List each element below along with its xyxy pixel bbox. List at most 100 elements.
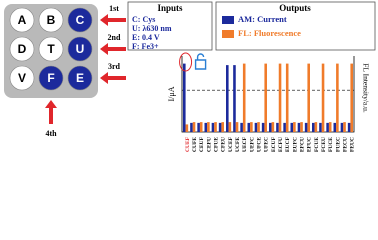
step-label: 2nd bbox=[108, 33, 121, 42]
step-arrow bbox=[100, 72, 126, 84]
x-tick-label: EUCF bbox=[285, 136, 291, 152]
bar bbox=[254, 122, 258, 132]
bar bbox=[183, 63, 186, 132]
x-tick-label: UCEF bbox=[228, 136, 234, 152]
x-tick-label: UEFC bbox=[249, 137, 255, 152]
bar bbox=[312, 122, 315, 132]
x-tick-label: CFEU bbox=[221, 137, 227, 152]
y-label: I/μA bbox=[167, 86, 176, 101]
bar bbox=[347, 122, 351, 132]
x-tick-label: CEUF bbox=[199, 136, 205, 152]
lock-icon bbox=[194, 53, 207, 70]
bar bbox=[340, 122, 344, 132]
bar bbox=[278, 63, 282, 132]
bar bbox=[307, 63, 310, 132]
inputs-title: Inputs bbox=[157, 3, 183, 13]
legend-label: AM: Current bbox=[238, 14, 287, 24]
legend-label: FL: Fluorescence bbox=[238, 28, 301, 38]
cell-label: B bbox=[47, 13, 56, 27]
bar bbox=[190, 122, 193, 132]
figure: Inputs Outputs A B C D T U V F E 1st 2nd 3rd 4th C: C… bbox=[4, 1, 376, 152]
input-item: E: 0.4 V bbox=[132, 33, 160, 42]
bar bbox=[321, 63, 325, 132]
bar bbox=[283, 122, 286, 132]
x-tick-label: FUCE bbox=[328, 137, 334, 152]
x-tick-label: UFEC bbox=[264, 137, 270, 152]
bar bbox=[297, 122, 301, 132]
cell-label: C bbox=[76, 13, 85, 27]
bar bbox=[204, 122, 208, 132]
cell-label: T bbox=[47, 42, 55, 56]
cell bbox=[9, 7, 35, 33]
cell bbox=[67, 65, 93, 91]
bar bbox=[271, 122, 275, 132]
step-label: 4th bbox=[45, 129, 57, 138]
input-item: C: Cys bbox=[132, 15, 155, 24]
x-tick-label: UFCE bbox=[257, 137, 263, 152]
y2-label: FL Intensity/a.u. bbox=[361, 63, 370, 113]
x-tick-label: ECUF bbox=[271, 136, 277, 152]
bar bbox=[257, 122, 260, 132]
x-tick-label: EFUC bbox=[307, 137, 313, 152]
bar bbox=[276, 122, 279, 132]
cell-label: V bbox=[18, 71, 26, 85]
cell bbox=[9, 65, 35, 91]
bar bbox=[350, 63, 353, 132]
bar bbox=[228, 122, 232, 132]
cell bbox=[9, 36, 35, 62]
x-tick-label: EUFC bbox=[292, 137, 298, 152]
step-arrow bbox=[45, 100, 57, 124]
x-tick-label: CUFE bbox=[192, 137, 198, 152]
cell-label: A bbox=[18, 13, 27, 27]
bar bbox=[242, 63, 246, 132]
x-tick-label: FECU bbox=[343, 137, 349, 152]
bar bbox=[211, 122, 215, 132]
bar bbox=[214, 122, 217, 132]
bar bbox=[326, 122, 329, 132]
x-tick-label: FCEU bbox=[321, 137, 327, 152]
bar bbox=[192, 122, 196, 132]
step-arrow bbox=[100, 14, 126, 26]
input-item: F: Fe3+ bbox=[132, 42, 159, 51]
x-tick-label: FUEC bbox=[335, 137, 341, 152]
bar bbox=[290, 122, 294, 132]
bar bbox=[197, 122, 200, 132]
highlight-ring bbox=[179, 52, 193, 72]
bar bbox=[207, 122, 210, 132]
bar bbox=[285, 63, 289, 132]
bar bbox=[250, 122, 253, 132]
bar bbox=[218, 122, 222, 132]
step-label: 1st bbox=[109, 4, 119, 13]
bar bbox=[269, 122, 272, 132]
bar bbox=[314, 122, 318, 132]
bar bbox=[226, 65, 229, 132]
bar bbox=[319, 122, 322, 132]
cell bbox=[38, 65, 64, 91]
bar bbox=[343, 122, 346, 132]
legend-swatch bbox=[222, 16, 234, 24]
inputs-box bbox=[127, 1, 213, 51]
bar bbox=[199, 122, 203, 132]
cell-label: F bbox=[47, 71, 54, 85]
bar bbox=[261, 122, 265, 132]
x-tick-label: UECF bbox=[242, 136, 248, 152]
bar bbox=[185, 124, 189, 132]
input-item: U: λ630 nm bbox=[132, 24, 172, 33]
x-tick-label: FEUC bbox=[350, 137, 356, 152]
cell bbox=[67, 7, 93, 33]
step-arrow bbox=[100, 43, 126, 55]
cell bbox=[38, 36, 64, 62]
bar bbox=[264, 63, 267, 132]
cell-label: D bbox=[18, 42, 27, 56]
x-tick-label: FCUE bbox=[314, 137, 320, 152]
x-tick-label: UCFE bbox=[235, 137, 241, 152]
bar bbox=[304, 122, 308, 132]
cell-label: E bbox=[76, 71, 84, 85]
bar bbox=[221, 122, 224, 132]
cell-label: U bbox=[76, 42, 85, 56]
axes-frame bbox=[181, 56, 355, 133]
bar bbox=[300, 122, 303, 132]
x-tick-label: CUEF bbox=[185, 136, 191, 152]
step-label: 3rd bbox=[108, 62, 121, 71]
bar bbox=[233, 65, 236, 132]
